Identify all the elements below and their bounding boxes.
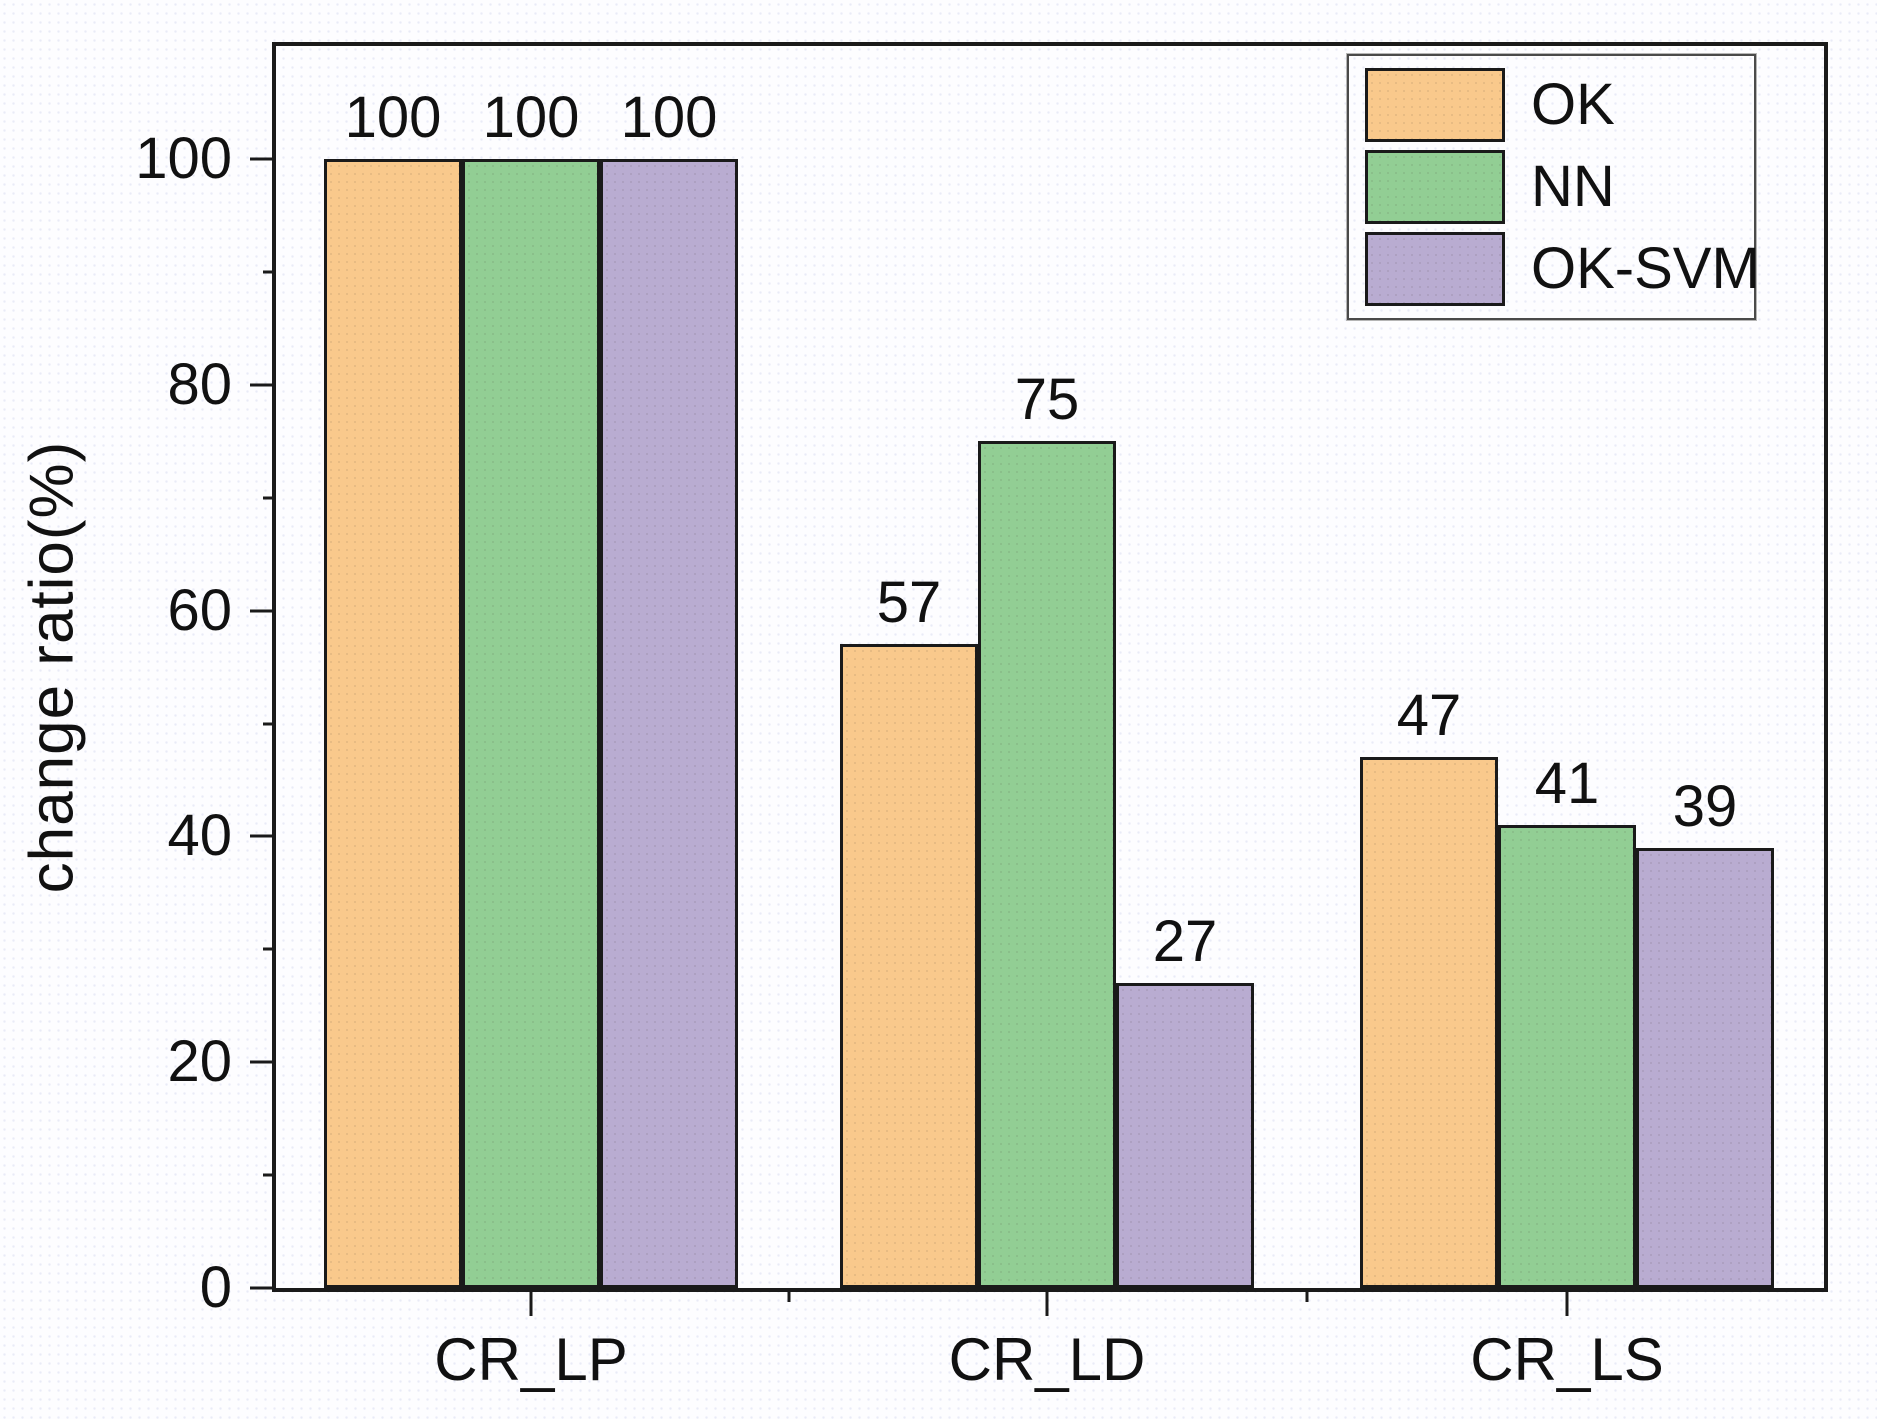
legend-label: OK bbox=[1531, 72, 1615, 137]
x-major-tick bbox=[1045, 1288, 1049, 1316]
bar-value-label: 100 bbox=[482, 84, 580, 150]
legend-label: OK-SVM bbox=[1531, 236, 1760, 301]
legend-swatch-OK-SVM bbox=[1365, 232, 1505, 306]
y-tick-label: 60 bbox=[167, 577, 232, 643]
bar-OK-CR_LP bbox=[324, 158, 462, 1288]
legend-label: NN bbox=[1531, 154, 1615, 219]
bar-OK-SVM-CR_LS bbox=[1636, 847, 1774, 1288]
bar-NN-CR_LP bbox=[462, 158, 600, 1288]
bar-value-label: 41 bbox=[1534, 751, 1600, 817]
bar-NN-CR_LD bbox=[978, 441, 1116, 1288]
bar-OK-SVM-CR_LP bbox=[600, 158, 738, 1288]
x-major-tick bbox=[1565, 1288, 1569, 1316]
y-major-tick bbox=[250, 1060, 276, 1064]
x-category-label-CR_LS: CR_LS bbox=[1470, 1326, 1664, 1393]
y-major-tick bbox=[250, 157, 276, 161]
bar-value-label: 75 bbox=[1014, 367, 1080, 433]
y-major-tick bbox=[250, 834, 276, 838]
bar-OK-CR_LD bbox=[840, 644, 978, 1288]
y-minor-tick bbox=[263, 496, 276, 500]
y-axis-title: change ratio(%) bbox=[17, 440, 87, 894]
y-major-tick bbox=[250, 609, 276, 612]
x-category-label-CR_LD: CR_LD bbox=[948, 1326, 1146, 1393]
legend-row: OK-SVM bbox=[1365, 232, 1760, 306]
x-category-label-CR_LP: CR_LP bbox=[434, 1326, 628, 1393]
bar-NN-CR_LS bbox=[1498, 825, 1636, 1288]
bar-OK-SVM-CR_LD bbox=[1116, 983, 1254, 1288]
y-tick-label: 100 bbox=[135, 125, 232, 191]
x-minor-tick bbox=[787, 1288, 791, 1302]
plot-area: 0 20 40 60 80 100 CR_LP CR_LD CR_LS 100 100 100 57… bbox=[135, 42, 1828, 1390]
y-tick-label: 80 bbox=[167, 351, 232, 417]
bar-value-label: 39 bbox=[1672, 773, 1738, 839]
bar-value-label: 100 bbox=[344, 84, 442, 150]
bar-OK-CR_LS bbox=[1360, 757, 1498, 1288]
y-tick-label: 40 bbox=[167, 803, 232, 869]
legend-row: OK bbox=[1365, 68, 1738, 142]
bar-value-label: 100 bbox=[620, 84, 718, 150]
y-major-tick bbox=[250, 1286, 276, 1290]
legend: OK NN OK-SVM bbox=[1346, 53, 1760, 321]
y-minor-tick bbox=[263, 1173, 276, 1177]
y-minor-tick bbox=[263, 947, 276, 951]
bar-value-label: 47 bbox=[1396, 683, 1462, 749]
y-tick-label: 20 bbox=[167, 1029, 232, 1095]
legend-row: NN bbox=[1365, 150, 1738, 224]
legend-swatch-OK bbox=[1365, 68, 1505, 142]
x-minor-tick bbox=[1305, 1288, 1309, 1302]
y-major-tick bbox=[250, 383, 276, 387]
y-minor-tick bbox=[263, 722, 276, 725]
x-major-tick bbox=[529, 1288, 533, 1316]
legend-swatch-NN bbox=[1365, 150, 1505, 224]
bar-value-label: 57 bbox=[876, 570, 942, 636]
y-tick-label: 0 bbox=[199, 1255, 232, 1320]
y-minor-tick bbox=[263, 270, 276, 274]
bar-value-label: 27 bbox=[1152, 909, 1218, 975]
